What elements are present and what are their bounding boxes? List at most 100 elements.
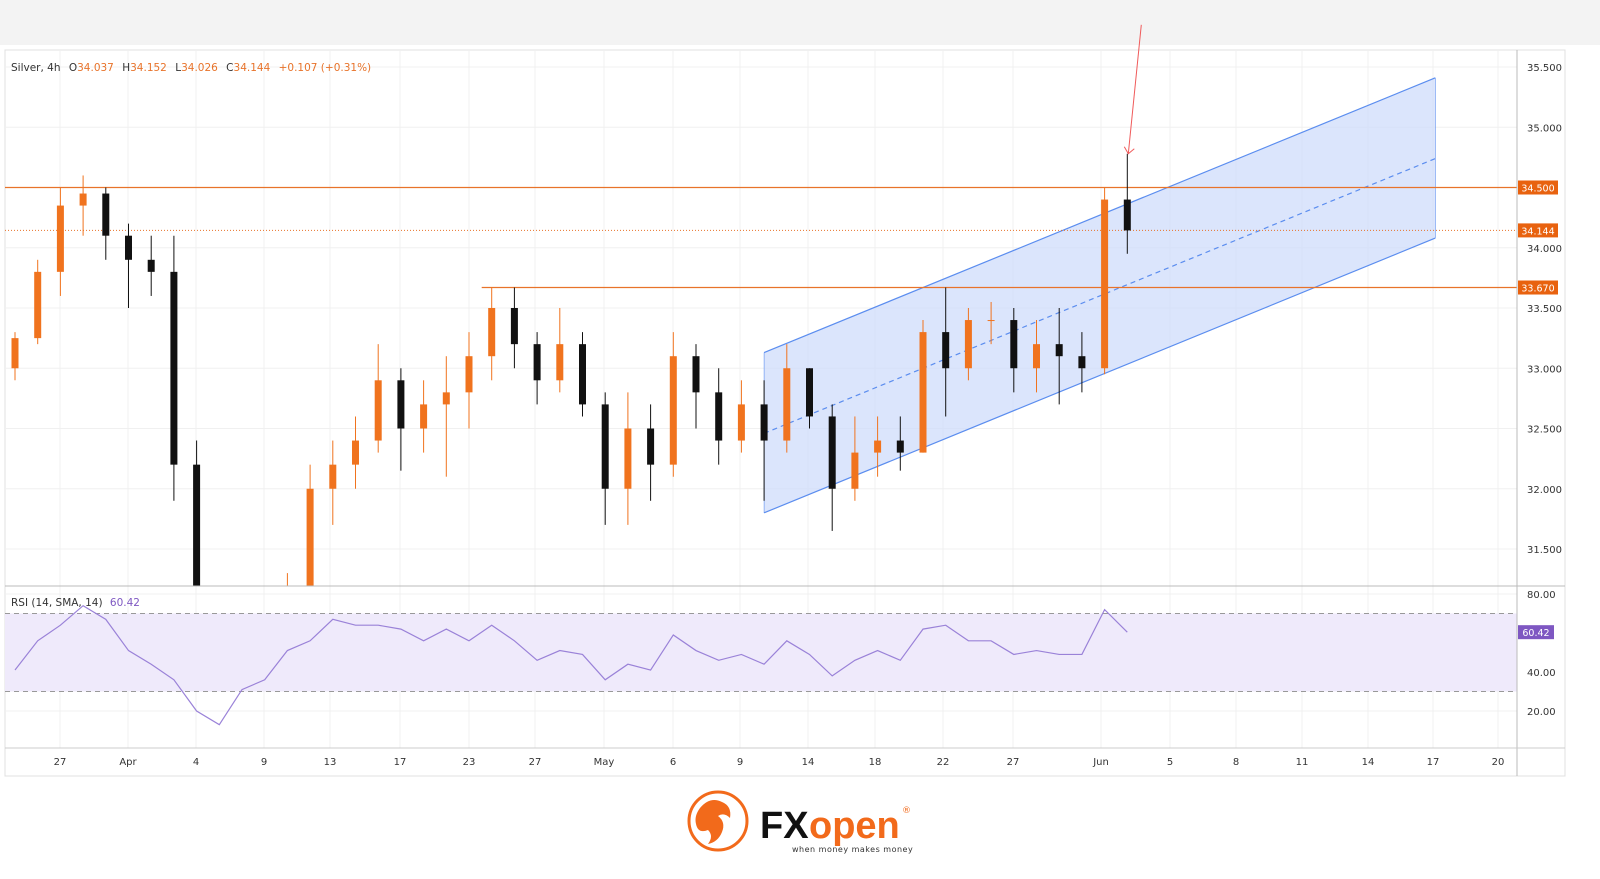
- candle-body: [624, 428, 632, 489]
- candle-body: [442, 392, 450, 405]
- chart-header: Silver, 4h O34.037 H34.152 L34.026 C34.1…: [11, 62, 371, 74]
- fxopen-logo: FX open ® when money makes money: [687, 790, 913, 854]
- x-tick-label: 9: [261, 757, 267, 768]
- level-badge-label: 34.500: [1521, 184, 1554, 195]
- logo-fx: FX: [760, 805, 809, 847]
- x-tick-label: 4: [193, 757, 199, 768]
- annotation-arrow: [1127, 24, 1142, 154]
- y-tick-label: 33.000: [1527, 364, 1562, 375]
- logo-tagline: when money makes money: [792, 845, 913, 854]
- candle-body: [851, 452, 859, 489]
- x-tick-label: 14: [802, 757, 815, 768]
- bull-head-icon: [695, 800, 731, 844]
- x-tick-label: 11: [1296, 757, 1309, 768]
- rsi-y-tick-label: 20.00: [1527, 707, 1556, 718]
- x-tick-label: 23: [463, 757, 476, 768]
- candle-body: [170, 271, 178, 465]
- candle-body: [34, 271, 42, 339]
- last-price-badge: [1518, 223, 1558, 238]
- candle-body: [193, 464, 201, 586]
- candle-body: [806, 368, 813, 417]
- candle-body: [102, 193, 110, 236]
- level-badge: [1518, 180, 1558, 195]
- candle-body: [11, 338, 19, 369]
- x-tick-label: 5: [1167, 757, 1173, 768]
- rsi-label: RSI (14, SMA, 14): [11, 597, 103, 609]
- level-badge-label: 33.670: [1521, 284, 1554, 295]
- open-label: O: [69, 62, 77, 74]
- high-value: 34.152: [130, 62, 167, 74]
- rsi-pane: 60.42: [5, 604, 1554, 726]
- x-tick-label: 22: [937, 757, 950, 768]
- y-tick-label: 32.500: [1527, 425, 1562, 436]
- arrow-head-icon: [1123, 146, 1135, 155]
- open-value: 34.037: [77, 62, 114, 74]
- candle-body: [465, 356, 473, 393]
- top-bar: [0, 0, 1600, 45]
- candle-body: [556, 344, 564, 381]
- registered-mark: ®: [902, 806, 911, 816]
- candle-body: [987, 320, 995, 322]
- x-tick-label: 18: [869, 757, 882, 768]
- candle-body: [56, 205, 64, 272]
- y-tick-label: 35.000: [1527, 123, 1562, 134]
- candle-body: [147, 259, 155, 272]
- y-tick-label: 33.500: [1527, 304, 1562, 315]
- x-tick-label: 14: [1362, 757, 1375, 768]
- candle-body: [1123, 199, 1131, 231]
- candle-body: [579, 344, 586, 405]
- candle-body: [1101, 199, 1109, 369]
- y-tick-label: 31.500: [1527, 545, 1562, 556]
- candle-body: [488, 308, 496, 357]
- y-tick-label: 34.000: [1527, 244, 1562, 255]
- candle-body: [125, 235, 132, 260]
- x-tick-label: 20: [1492, 757, 1505, 768]
- candle-body: [669, 356, 677, 465]
- rsi-header: RSI (14, SMA, 14) 60.42: [11, 597, 140, 609]
- candles: [11, 24, 1142, 586]
- x-tick-label: 27: [1007, 757, 1020, 768]
- axes: 27 Apr 4 9 13 17 23 27 May 6 9 14 18 22 27 Jun 5 8 11 14 17 2…: [5, 50, 1565, 776]
- y-tick-label: 35.500: [1527, 63, 1562, 74]
- candle-body: [1010, 320, 1018, 369]
- channel-upper-line: [763, 77, 1436, 354]
- x-tick-label: Apr: [119, 757, 137, 768]
- x-tick-label: 27: [529, 757, 542, 768]
- rsi-line: [14, 604, 1128, 726]
- candle-body: [329, 464, 337, 489]
- rsi-y-tick-label: 40.00: [1527, 668, 1556, 679]
- rsi-band: [5, 613, 1517, 692]
- x-tick-label: 13: [324, 757, 337, 768]
- channel-middle-line: [763, 158, 1436, 434]
- candle-body: [1033, 344, 1040, 369]
- rsi-badge-label: 60.42: [1522, 628, 1549, 639]
- level-badge: [1518, 280, 1558, 295]
- candle-body: [783, 368, 791, 441]
- candle-body: [760, 404, 768, 441]
- candle-body: [942, 332, 950, 369]
- candle-body: [533, 344, 541, 381]
- close-value: 34.144: [234, 62, 271, 74]
- candle-body: [601, 404, 609, 489]
- candle-body: [420, 404, 428, 429]
- candle-body: [874, 440, 882, 453]
- horizontal-levels: 34.500 33.670 34.144: [5, 180, 1558, 295]
- candle-body: [397, 380, 405, 429]
- channel-lower-line: [763, 237, 1436, 514]
- candle-body: [306, 488, 314, 586]
- change-value: +0.107 (+0.31%): [279, 62, 372, 74]
- last-price-label: 34.144: [1521, 226, 1554, 237]
- close-label: C: [226, 62, 233, 74]
- candle-body: [1078, 356, 1086, 369]
- candle-body: [510, 308, 518, 345]
- x-tick-label: 17: [394, 757, 407, 768]
- x-tick-label: May: [594, 757, 615, 768]
- candle-body: [715, 392, 723, 441]
- x-tick-label: 17: [1427, 757, 1440, 768]
- candle-body: [896, 440, 904, 453]
- x-tick-label: 27: [54, 757, 67, 768]
- candle-body: [919, 332, 927, 453]
- candle-body: [374, 380, 382, 441]
- bull-emblem-icon: [687, 790, 749, 852]
